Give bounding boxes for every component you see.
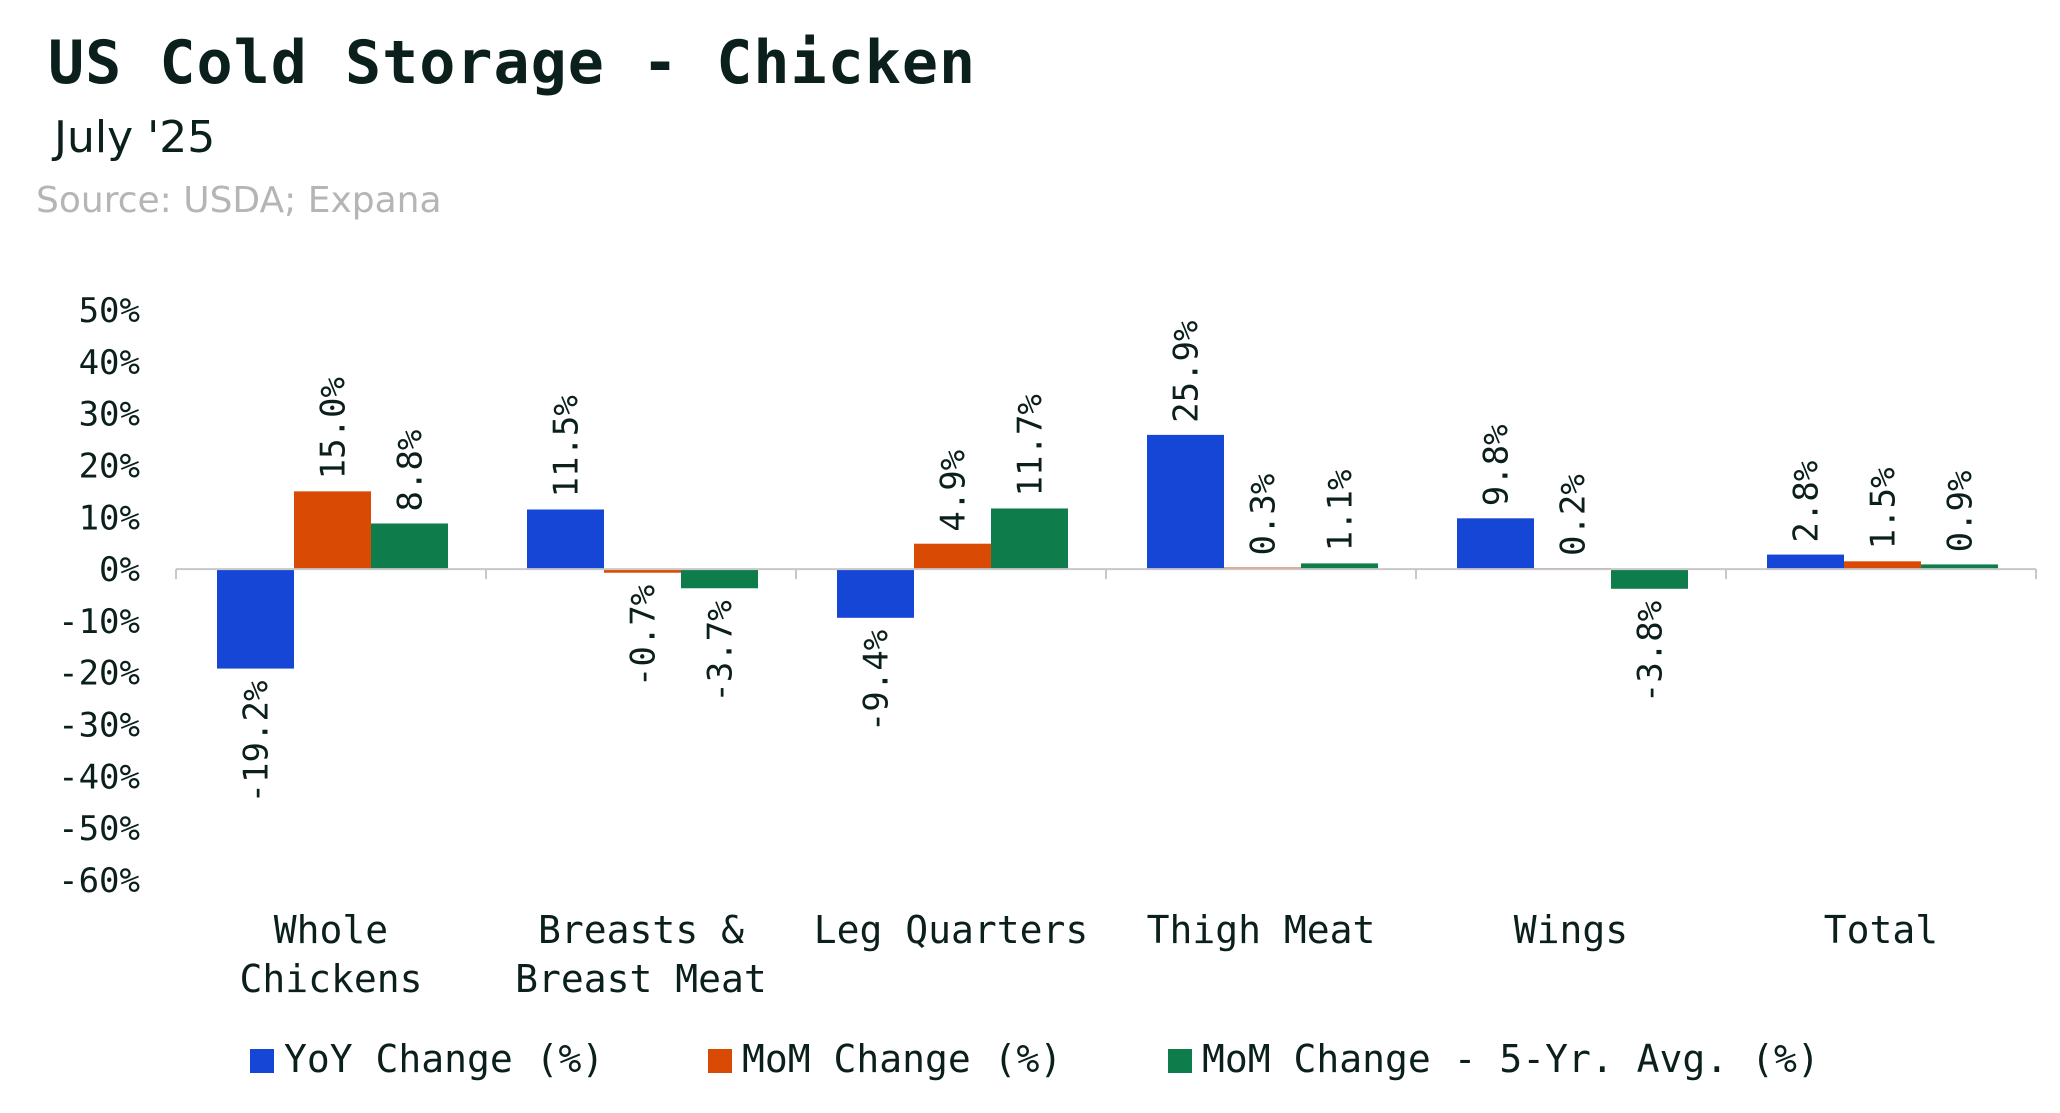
data-label: 0.3% — [1244, 474, 1284, 556]
data-label: 25.9% — [1167, 321, 1207, 423]
y-tick-label: -40% — [58, 757, 140, 797]
bar — [217, 569, 294, 669]
bar — [1147, 434, 1224, 570]
bar — [527, 509, 604, 570]
chart-source: Source: USDA; Expana — [36, 180, 442, 221]
x-tick-label: Wings — [1514, 908, 1628, 952]
data-label: 11.7% — [1011, 394, 1051, 496]
y-tick-label: -10% — [58, 602, 140, 642]
legend-label: MoM Change (%) — [742, 1037, 1062, 1081]
legend-swatch — [250, 1049, 274, 1073]
y-tick-label: 10% — [79, 498, 140, 538]
bar — [1844, 561, 1921, 570]
y-tick-label: 40% — [79, 343, 140, 383]
x-tick-label: Leg Quarters — [814, 908, 1089, 952]
x-tick-label: Chickens — [239, 957, 422, 1001]
y-tick-label: -20% — [58, 654, 140, 694]
data-label: 11.5% — [547, 395, 587, 497]
chart-subtitle: July '25 — [54, 112, 216, 163]
y-tick-label: 50% — [79, 291, 140, 331]
bar — [681, 569, 758, 589]
bar — [1301, 563, 1378, 570]
data-label: -19.2% — [237, 681, 277, 804]
x-tick-label: Breasts & — [538, 908, 744, 952]
data-label: 1.5% — [1864, 467, 1904, 549]
data-label: 9.8% — [1477, 424, 1517, 506]
bar — [1457, 518, 1534, 570]
bar — [604, 569, 681, 573]
bar — [914, 543, 991, 570]
x-tick-label: Thigh Meat — [1147, 908, 1376, 952]
data-label: -3.8% — [1631, 601, 1671, 703]
x-tick-label: Breast Meat — [515, 957, 767, 1001]
legend-label: MoM Change - 5-Yr. Avg. (%) — [1202, 1037, 1820, 1081]
data-label: 2.8% — [1787, 461, 1827, 543]
data-label: 0.2% — [1554, 474, 1594, 556]
legend-label: YoY Change (%) — [284, 1037, 604, 1081]
bar — [991, 508, 1068, 570]
data-label: 8.8% — [391, 430, 431, 512]
data-label: -0.7% — [624, 585, 664, 687]
data-label: -3.7% — [701, 600, 741, 702]
bar — [837, 569, 914, 618]
y-tick-label: -60% — [58, 861, 140, 901]
chart-title: US Cold Storage - Chicken — [48, 28, 977, 98]
x-tick-label: Total — [1824, 908, 1938, 952]
data-label: -9.4% — [857, 630, 897, 732]
y-tick-label: -50% — [58, 809, 140, 849]
legend-swatch — [708, 1049, 732, 1073]
legend-swatch — [1168, 1049, 1192, 1073]
bar — [371, 523, 448, 570]
data-label: 15.0% — [314, 377, 354, 479]
bar — [1921, 564, 1998, 570]
data-label: 1.1% — [1321, 470, 1361, 552]
y-tick-label: 0% — [99, 550, 140, 590]
y-tick-label: 30% — [79, 395, 140, 435]
data-label: 4.9% — [934, 450, 974, 532]
bar — [1767, 554, 1844, 570]
bar — [1611, 569, 1688, 589]
data-label: 0.9% — [1941, 471, 1981, 553]
y-tick-label: 20% — [79, 446, 140, 486]
y-tick-label: -30% — [58, 706, 140, 746]
bar — [294, 491, 371, 570]
x-tick-label: Whole — [274, 908, 388, 952]
